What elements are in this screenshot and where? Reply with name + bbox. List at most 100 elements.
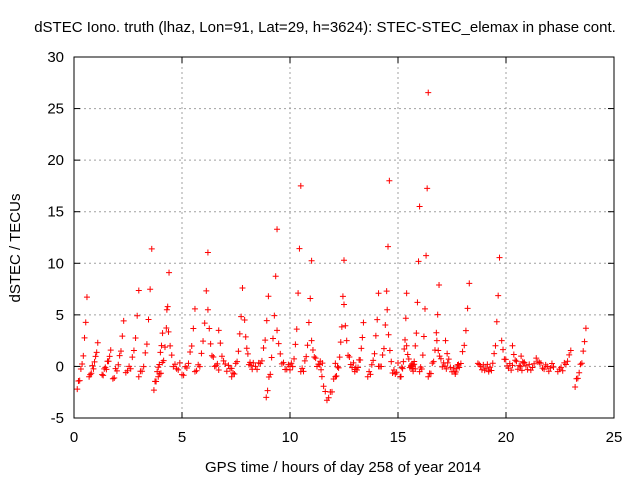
data-point	[234, 358, 241, 365]
data-point	[291, 355, 298, 362]
data-point	[518, 367, 525, 374]
data-point	[498, 337, 505, 344]
data-point	[366, 368, 373, 375]
data-point	[90, 365, 97, 372]
data-point	[325, 394, 332, 401]
data-point	[274, 327, 281, 334]
data-point	[87, 371, 94, 378]
data-point	[208, 352, 215, 359]
data-point	[204, 306, 211, 313]
data-arc	[384, 306, 401, 378]
data-point	[116, 352, 123, 359]
data-point	[147, 286, 154, 293]
data-arc	[433, 337, 451, 372]
data-point	[215, 367, 222, 374]
data-point	[135, 373, 142, 380]
data-point	[436, 353, 443, 360]
data-arc	[425, 281, 443, 380]
data-point	[244, 350, 251, 357]
y-tick-label: 5	[56, 307, 64, 324]
data-point	[489, 360, 496, 367]
data-point	[456, 364, 463, 371]
data-point	[400, 358, 407, 365]
data-point	[223, 368, 230, 375]
data-arc	[364, 290, 382, 380]
data-arc	[215, 327, 235, 375]
data-arc	[518, 353, 538, 374]
data-point	[268, 354, 275, 361]
data-point	[338, 323, 345, 330]
data-point	[222, 360, 229, 367]
data-point	[537, 360, 544, 367]
data-point	[517, 363, 524, 370]
data-point	[269, 335, 276, 342]
y-tick-label: 0	[56, 358, 64, 375]
data-point	[577, 361, 584, 368]
data-point	[148, 245, 155, 252]
data-point	[359, 334, 366, 341]
data-point	[512, 357, 519, 364]
data-point	[206, 325, 213, 332]
data-point	[301, 357, 308, 364]
data-point	[382, 321, 389, 328]
data-point	[111, 374, 118, 381]
data-point	[514, 366, 521, 373]
data-point	[297, 182, 304, 189]
data-arc	[351, 319, 367, 375]
data-point	[413, 330, 420, 337]
data-point	[200, 338, 207, 345]
data-point	[357, 356, 364, 363]
data-point	[559, 367, 566, 374]
data-point	[403, 342, 410, 349]
data-point	[439, 363, 446, 370]
data-point	[228, 373, 235, 380]
data-point	[183, 365, 190, 372]
data-point	[130, 347, 137, 354]
data-arc	[287, 182, 304, 370]
data-point	[574, 375, 581, 382]
data-point	[153, 378, 160, 385]
data-point	[411, 358, 418, 365]
data-point	[235, 348, 242, 355]
data-arc	[86, 339, 101, 380]
data-point	[166, 269, 173, 276]
data-arc	[297, 257, 315, 375]
data-point	[105, 358, 112, 365]
data-point	[442, 337, 449, 344]
chart-title: dSTEC Iono. truth (lhaz, Lon=91, Lat=29,…	[34, 19, 616, 36]
data-point	[196, 363, 203, 370]
x-tick-label: 20	[498, 429, 515, 446]
y-tick-label: 10	[47, 255, 64, 272]
data-arc	[74, 294, 90, 393]
data-point	[461, 342, 468, 349]
data-point	[410, 362, 417, 369]
data-point	[308, 337, 315, 344]
y-tick-label: 20	[47, 152, 64, 169]
data-point	[260, 345, 267, 352]
data-point	[402, 315, 409, 322]
data-point	[386, 347, 393, 354]
data-arc	[252, 293, 272, 373]
x-tick-label: 5	[178, 429, 186, 446]
data-point	[258, 357, 265, 364]
data-point	[210, 354, 217, 361]
data-point	[93, 349, 100, 356]
data-point	[544, 363, 551, 370]
data-point	[529, 364, 536, 371]
data-point	[80, 352, 87, 359]
data-point	[92, 353, 99, 360]
data-point	[83, 294, 90, 301]
data-point	[334, 363, 341, 370]
data-point	[161, 344, 168, 351]
data-point	[385, 243, 392, 250]
data-point	[548, 360, 555, 367]
data-point	[82, 319, 89, 326]
data-arc	[397, 290, 410, 380]
data-point	[355, 364, 362, 371]
data-point	[510, 351, 517, 358]
data-point	[457, 360, 464, 367]
data-point	[335, 364, 342, 371]
data-point	[508, 367, 515, 374]
data-point	[318, 373, 325, 380]
data-arc	[485, 254, 503, 375]
